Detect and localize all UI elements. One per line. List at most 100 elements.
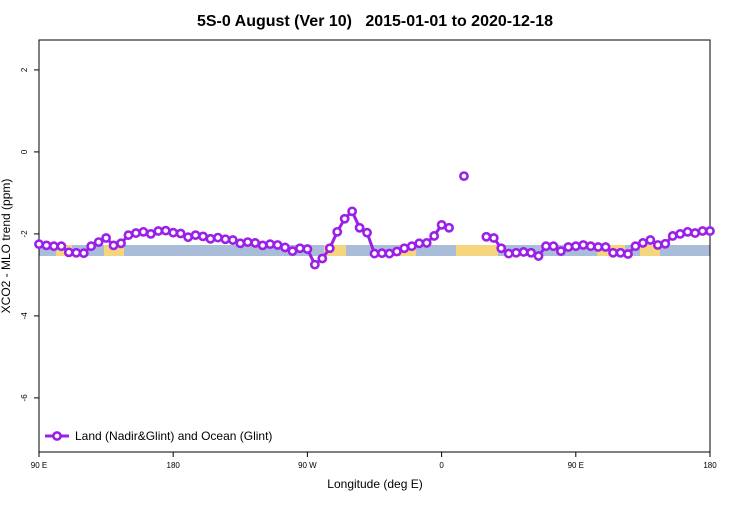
data-point: [675, 229, 686, 239]
data-point: [421, 238, 432, 248]
data-point: [295, 243, 305, 254]
data-point: [63, 247, 74, 258]
data-point: [56, 241, 67, 252]
x-tick-label: 90 E: [568, 461, 584, 470]
data-point: [608, 247, 618, 258]
data-point: [615, 247, 626, 258]
y-axis-label: XCO2 - MLO trend (ppm): [0, 179, 13, 314]
data-point: [481, 231, 492, 242]
band-land: [56, 245, 72, 256]
chart-title: 5S-0 August (Ver 10) 2015-01-01 to 2020-…: [197, 13, 553, 30]
data-point: [138, 226, 149, 237]
x-tick-label: 180: [703, 461, 717, 470]
legend-marker: [52, 431, 62, 441]
data-point: [623, 249, 633, 259]
legend-label: Land (Nadir&Glint) and Ocean (Glint): [75, 429, 272, 443]
band-land: [324, 245, 346, 256]
data-point: [600, 242, 611, 252]
y-tick-label: -6: [20, 394, 29, 402]
data-point: [488, 233, 499, 243]
data-point: [667, 231, 678, 241]
data-point: [362, 227, 372, 238]
data-point: [324, 243, 335, 254]
x-tick-label: 180: [167, 461, 181, 470]
data-point: [645, 235, 656, 245]
data-point: [34, 239, 44, 250]
data-point: [175, 228, 186, 239]
y-tick-label: 2: [20, 67, 29, 72]
data-point: [578, 240, 589, 250]
data-point: [317, 253, 328, 264]
data-point: [555, 246, 566, 257]
data-point: [377, 248, 387, 259]
data-point: [652, 240, 663, 250]
y-tick-label: -4: [20, 312, 29, 320]
data-point: [309, 259, 320, 270]
data-point: [78, 248, 89, 259]
data-point: [593, 242, 604, 252]
data-point: [183, 232, 194, 243]
x-axis-label: Longitude (deg E): [327, 477, 422, 491]
data-point: [548, 241, 559, 252]
data-point: [86, 241, 97, 252]
data-point: [496, 243, 507, 254]
data-point: [526, 247, 536, 258]
data-point: [563, 242, 574, 252]
data-point: [354, 222, 365, 233]
data-point: [287, 246, 298, 257]
data-point: [49, 241, 59, 252]
data-point: [339, 213, 350, 224]
data-point: [131, 228, 141, 238]
data-point: [242, 237, 253, 248]
data-point: [280, 242, 290, 253]
data-point: [332, 226, 343, 237]
data-point: [116, 238, 126, 249]
x-tick-label: 0: [439, 461, 444, 470]
data-point: [391, 246, 402, 257]
data-point: [444, 222, 454, 233]
data-point: [190, 230, 201, 241]
data-point: [518, 247, 529, 257]
data-point: [108, 240, 119, 251]
data-point: [503, 248, 514, 259]
band-land: [640, 245, 660, 256]
data-point: [347, 206, 358, 217]
data-point: [227, 235, 238, 245]
data-point: [93, 237, 104, 248]
data-point: [585, 241, 596, 252]
data-point: [705, 226, 715, 236]
data-point: [690, 228, 700, 238]
data-point: [436, 219, 447, 230]
y-tick-label: 0: [20, 149, 29, 154]
data-point: [257, 240, 268, 251]
data-point: [541, 241, 551, 252]
data-point: [429, 231, 440, 241]
data-point: [71, 247, 82, 258]
band-land: [456, 245, 498, 256]
data-point: [414, 238, 425, 249]
data-point: [265, 239, 276, 250]
data-point: [384, 248, 395, 259]
data-point: [302, 244, 313, 254]
data-point: [511, 247, 522, 258]
data-point: [168, 227, 179, 238]
data-point: [235, 238, 246, 249]
data-point: [406, 241, 417, 252]
data-point: [205, 233, 216, 244]
data-point: [638, 238, 648, 248]
y-tick-label: -2: [20, 230, 29, 238]
data-point: [272, 240, 283, 250]
data-point: [630, 241, 641, 252]
data-point: [459, 171, 469, 182]
x-tick-label: 90 E: [31, 461, 47, 470]
data-point: [533, 251, 544, 261]
data-point: [660, 238, 671, 249]
data-point: [682, 226, 693, 237]
data-point: [369, 248, 380, 259]
data-point: [160, 225, 171, 236]
data-point: [570, 241, 581, 252]
data-point: [198, 231, 208, 242]
data-point: [153, 226, 164, 236]
data-point: [213, 232, 223, 243]
